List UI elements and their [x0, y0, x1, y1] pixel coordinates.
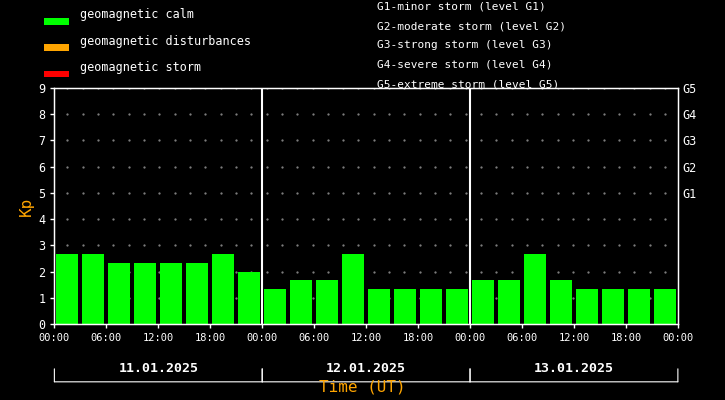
- Bar: [524, 254, 546, 324]
- Bar: [628, 289, 650, 324]
- Bar: [576, 289, 598, 324]
- Text: G5-extreme storm (level G5): G5-extreme storm (level G5): [377, 79, 559, 89]
- Text: G3-strong storm (level G3): G3-strong storm (level G3): [377, 40, 552, 50]
- Bar: [498, 280, 520, 324]
- Bar: [83, 254, 104, 324]
- Bar: [57, 254, 78, 324]
- Bar: [44, 18, 69, 25]
- Bar: [550, 280, 572, 324]
- Text: geomagnetic disturbances: geomagnetic disturbances: [80, 35, 251, 48]
- Bar: [134, 263, 157, 324]
- Bar: [654, 289, 676, 324]
- Text: Time (UT): Time (UT): [319, 379, 406, 394]
- Bar: [602, 289, 624, 324]
- Text: 13.01.2025: 13.01.2025: [534, 362, 614, 375]
- Bar: [368, 289, 390, 324]
- Bar: [44, 71, 69, 78]
- Text: G4-severe storm (level G4): G4-severe storm (level G4): [377, 60, 552, 70]
- Text: 11.01.2025: 11.01.2025: [118, 362, 199, 375]
- Bar: [212, 254, 234, 324]
- Bar: [472, 280, 494, 324]
- Bar: [446, 289, 468, 324]
- Bar: [108, 263, 130, 324]
- Bar: [239, 272, 260, 324]
- Text: G1-minor storm (level G1): G1-minor storm (level G1): [377, 2, 546, 12]
- Bar: [342, 254, 364, 324]
- Bar: [316, 280, 338, 324]
- Bar: [186, 263, 208, 324]
- Bar: [160, 263, 182, 324]
- Text: geomagnetic storm: geomagnetic storm: [80, 61, 201, 74]
- Bar: [394, 289, 416, 324]
- Bar: [264, 289, 286, 324]
- Bar: [44, 44, 69, 51]
- Bar: [290, 280, 312, 324]
- Text: geomagnetic calm: geomagnetic calm: [80, 8, 194, 22]
- Text: G2-moderate storm (level G2): G2-moderate storm (level G2): [377, 21, 566, 31]
- Y-axis label: Kp: Kp: [19, 196, 34, 216]
- Text: 12.01.2025: 12.01.2025: [326, 362, 406, 375]
- Bar: [420, 289, 442, 324]
